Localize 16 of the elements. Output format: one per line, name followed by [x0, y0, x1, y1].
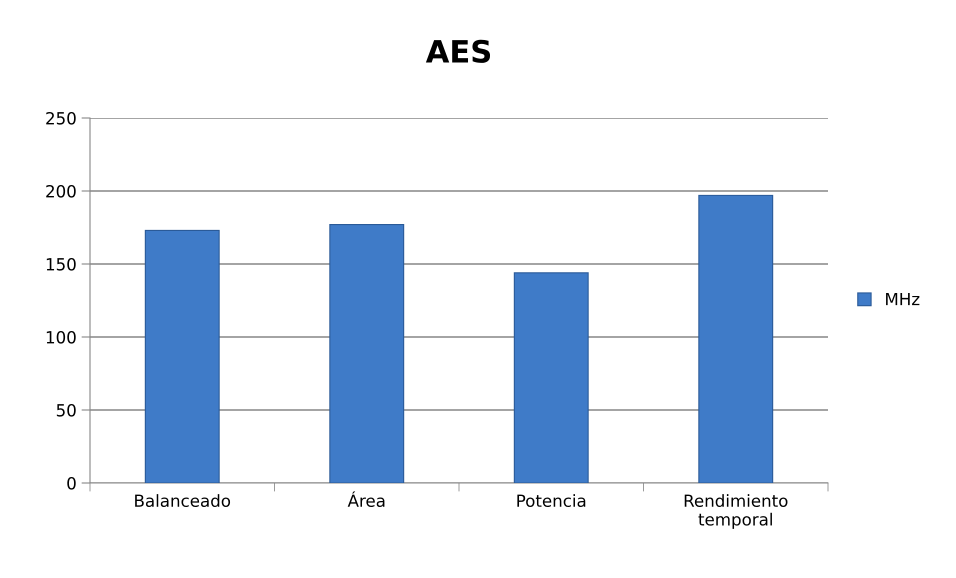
- y-tick-label: 250: [46, 112, 76, 125]
- x-tick-label: Rendimiento temporal: [684, 494, 788, 529]
- bar: [329, 224, 404, 483]
- bar: [698, 194, 774, 483]
- y-tick-label: 50: [56, 404, 76, 417]
- bar: [144, 230, 220, 483]
- x-tick-label: Área: [348, 491, 384, 508]
- y-tick-label: 0: [67, 476, 76, 490]
- y-tick-label: 100: [46, 330, 76, 344]
- chart-title: AES: [426, 40, 490, 63]
- bar: [514, 272, 589, 483]
- y-tick-label: 200: [46, 184, 76, 198]
- y-tick-label: 150: [46, 258, 76, 271]
- x-tick-label: Balanceado: [135, 494, 230, 508]
- legend-label: MHz: [886, 292, 920, 306]
- x-tick-label: Potencia: [517, 494, 586, 508]
